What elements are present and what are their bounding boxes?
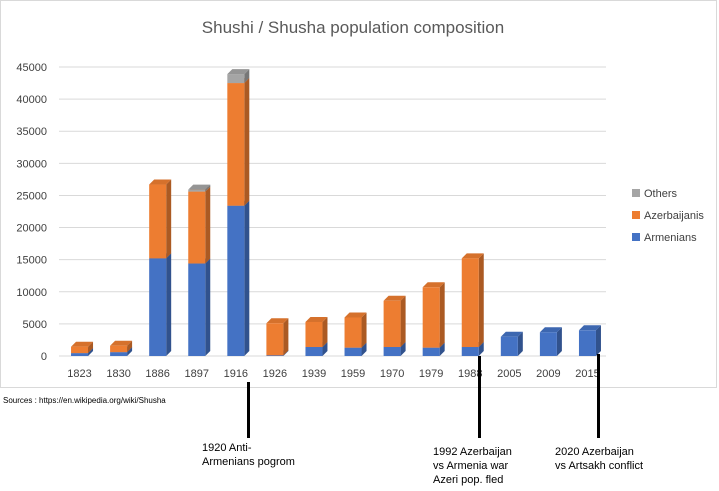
x-tick-label: 1886 [145, 368, 169, 380]
y-tick-label: 45000 [16, 62, 47, 74]
bar-segment-armenians-1886 [149, 253, 172, 356]
bar-segment-armenians-2015 [578, 325, 601, 356]
legend-swatch [632, 211, 640, 219]
x-tick-label: 2015 [575, 368, 599, 380]
chart-frame: Shushi / Shusha population composition 0… [0, 0, 717, 388]
annotation-marker-2020 [597, 354, 600, 438]
bar-segment-armenians-1897 [188, 258, 211, 356]
legend-label: Others [644, 188, 678, 200]
sources-note: Sources : https://en.wikipedia.org/wiki/… [3, 396, 166, 405]
bars [71, 69, 601, 356]
y-tick-label: 15000 [16, 255, 47, 267]
bar-segment-azerbaijanis-1939 [305, 316, 328, 348]
x-tick-label: 1823 [67, 368, 91, 380]
population-chart: Shushi / Shusha population composition 0… [16, 18, 704, 380]
bar-segment-azerbaijanis-1988 [461, 253, 484, 348]
bar-segment-azerbaijanis-1897 [188, 186, 211, 264]
y-axis: 0 5000 10000 15000 20000 25000 30000 35000 40000… [16, 62, 47, 363]
x-tick-label: 2009 [536, 368, 560, 380]
x-tick-label: 2005 [497, 368, 521, 380]
x-tick-label: 1916 [224, 368, 248, 380]
bar-segment-azerbaijanis-1886 [149, 179, 172, 259]
x-tick-label: 1830 [106, 368, 130, 380]
y-tick-label: 25000 [16, 190, 47, 202]
y-tick-label: 35000 [16, 126, 47, 138]
bar-segment-azerbaijanis-1970 [383, 295, 406, 348]
bar-segment-azerbaijanis-1979 [422, 282, 445, 348]
chart-title: Shushi / Shusha population composition [202, 18, 504, 37]
bar-segment-azerbaijanis-1916 [227, 78, 250, 206]
legend-swatch [632, 233, 640, 241]
bar-segment-armenians-1916 [227, 200, 250, 356]
y-tick-label: 5000 [23, 319, 47, 331]
legend-item-armenians: Armenians [632, 232, 697, 244]
bar-segment-azerbaijanis-1959 [344, 312, 367, 348]
annotation-1992-war: 1992 Azerbaijan vs Armenia war Azeri pop… [433, 446, 512, 486]
legend-label: Armenians [644, 232, 697, 244]
bar-segment-azerbaijanis-1926 [266, 318, 289, 356]
x-tick-label: 1988 [458, 368, 482, 380]
legend-item-azerbaijanis: Azerbaijanis [632, 210, 704, 222]
bar-segment-armenians-2009 [539, 327, 562, 356]
y-tick-label: 40000 [16, 94, 47, 106]
annotation-1920-pogrom: 1920 Anti- Armenians pogrom [202, 442, 295, 468]
y-tick-label: 10000 [16, 287, 47, 299]
bar-segment-azerbaijanis-1823 [71, 341, 94, 354]
bar-segment-azerbaijanis-1830 [110, 340, 133, 353]
x-tick-label: 1939 [302, 368, 326, 380]
y-tick-label: 30000 [16, 158, 47, 170]
legend-label: Azerbaijanis [644, 210, 704, 222]
annotation-marker-1920 [247, 382, 250, 438]
x-tick-label: 1979 [419, 368, 443, 380]
x-tick-label: 1970 [380, 368, 404, 380]
annotation-2020-conflict: 2020 Azerbaijan vs Artsakh conflict [555, 446, 644, 472]
gridlines [59, 66, 606, 357]
legend-item-others: Others [632, 188, 678, 200]
y-tick-label: 20000 [16, 223, 47, 235]
x-tick-label: 1926 [263, 368, 287, 380]
x-tick-label: 1897 [185, 368, 209, 380]
annotation-marker-1992 [478, 356, 481, 438]
bar-segment-others-1916 [227, 69, 250, 84]
legend: Others Azerbaijanis Armenians [632, 188, 704, 244]
y-tick-label: 0 [41, 351, 47, 363]
x-tick-label: 1959 [341, 368, 365, 380]
legend-swatch [632, 189, 640, 197]
bar-segment-armenians-2005 [500, 331, 523, 356]
x-axis: 1823 1830 1886 1897 1916 1926 1939 1959 1970 1979… [67, 368, 599, 380]
bar-segment-others-1897 [188, 184, 211, 192]
